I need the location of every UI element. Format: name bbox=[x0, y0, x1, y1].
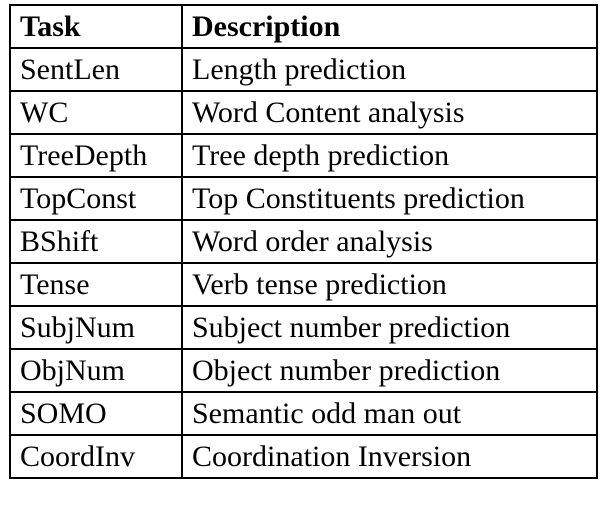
task-cell: SubjNum bbox=[9, 305, 183, 350]
task-cell: TopConst bbox=[9, 176, 183, 221]
table-row: TreeDepth Tree depth prediction bbox=[9, 133, 598, 178]
table-row: SentLen Length prediction bbox=[9, 47, 598, 92]
task-cell: CoordInv bbox=[9, 434, 183, 479]
table-row: WC Word Content analysis bbox=[9, 90, 598, 135]
table-row: ObjNum Object number prediction bbox=[9, 348, 598, 393]
table-row: SubjNum Subject number prediction bbox=[9, 305, 598, 350]
description-cell: Word Content analysis bbox=[181, 90, 598, 135]
table-row: Tense Verb tense prediction bbox=[9, 262, 598, 307]
table-row: BShift Word order analysis bbox=[9, 219, 598, 264]
header-task: Task bbox=[9, 4, 183, 49]
description-cell: Semantic odd man out bbox=[181, 391, 598, 436]
task-cell: WC bbox=[9, 90, 183, 135]
table-row: CoordInv Coordination Inversion bbox=[9, 434, 598, 479]
description-cell: Length prediction bbox=[181, 47, 598, 92]
description-cell: Verb tense prediction bbox=[181, 262, 598, 307]
table-body: SentLen Length prediction WC Word Conten… bbox=[9, 47, 598, 479]
description-cell: Coordination Inversion bbox=[181, 434, 598, 479]
table-row: TopConst Top Constituents prediction bbox=[9, 176, 598, 221]
table-row: SOMO Semantic odd man out bbox=[9, 391, 598, 436]
description-cell: Subject number prediction bbox=[181, 305, 598, 350]
header-row: Task Description bbox=[9, 4, 598, 49]
description-cell: Word order analysis bbox=[181, 219, 598, 264]
table-header: Task Description bbox=[9, 4, 598, 49]
task-cell: BShift bbox=[9, 219, 183, 264]
description-cell: Object number prediction bbox=[181, 348, 598, 393]
task-cell: TreeDepth bbox=[9, 133, 183, 178]
task-cell: SentLen bbox=[9, 47, 183, 92]
header-description: Description bbox=[181, 4, 598, 49]
task-cell: Tense bbox=[9, 262, 183, 307]
description-cell: Tree depth prediction bbox=[181, 133, 598, 178]
description-cell: Top Constituents prediction bbox=[181, 176, 598, 221]
task-table: Task Description SentLen Length predicti… bbox=[9, 4, 598, 479]
task-cell: SOMO bbox=[9, 391, 183, 436]
task-cell: ObjNum bbox=[9, 348, 183, 393]
